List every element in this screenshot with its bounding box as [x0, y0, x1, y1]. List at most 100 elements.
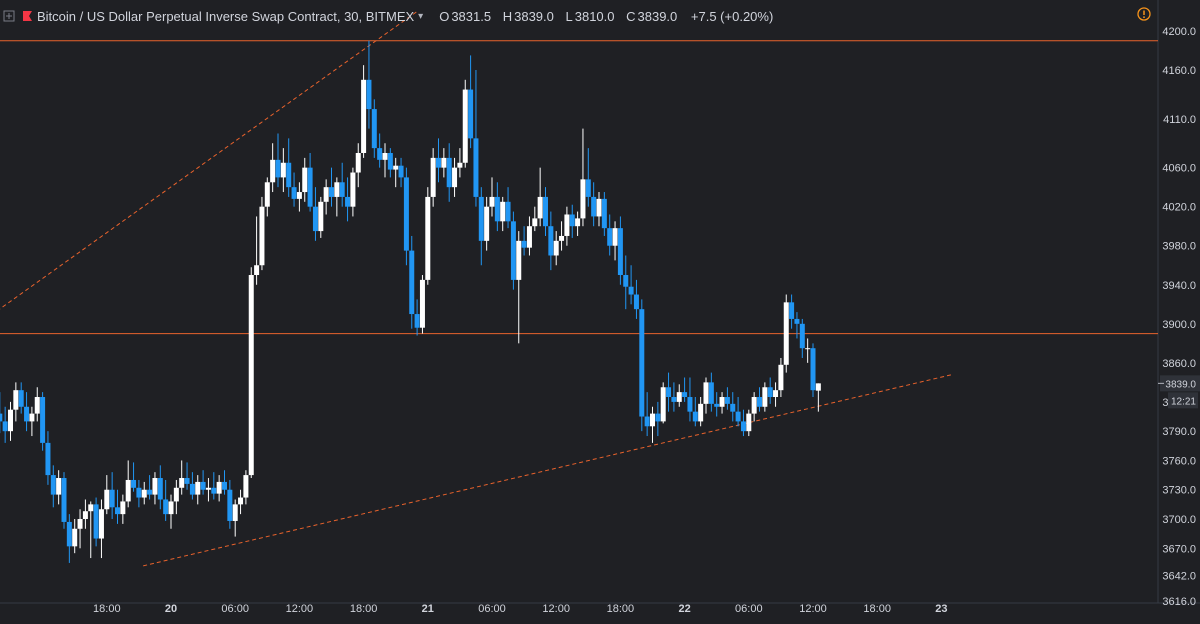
candle-body — [714, 403, 720, 407]
candle-up — [334, 177, 340, 217]
candle-body — [377, 148, 383, 160]
candle-body — [40, 397, 46, 443]
candle-up — [751, 392, 757, 422]
candle-body — [157, 478, 163, 500]
trend-line — [143, 374, 953, 567]
time-tick-label: 18:00 — [607, 603, 635, 615]
candle-body — [494, 196, 500, 222]
candle-up — [457, 148, 463, 178]
close-label: C — [626, 8, 636, 24]
candle-body — [617, 228, 623, 276]
candle-body — [147, 489, 153, 495]
time-tick-label: 06:00 — [221, 603, 249, 615]
candle-body — [671, 397, 677, 402]
candle-down — [109, 472, 115, 520]
price-tick-label: 3940.0 — [1162, 280, 1196, 292]
warning-icon[interactable] — [1137, 7, 1151, 21]
candle-body — [724, 397, 730, 404]
high-label: H — [502, 8, 513, 24]
ohlc-values: O 3831.5 H 3839.0 L 3810.0 C 3839.0 +7.5 (+0… — [439, 9, 773, 24]
candle-body — [650, 413, 655, 427]
candle-up — [596, 192, 602, 227]
low-value: 3810.0 — [574, 8, 615, 24]
candle-body — [548, 226, 554, 256]
candle-body — [318, 201, 324, 232]
candle-body — [189, 483, 195, 495]
time-tick-label: 12:00 — [286, 603, 314, 615]
candle-body — [259, 206, 265, 266]
candle-down — [505, 187, 511, 229]
candle-body — [751, 397, 757, 414]
expand-icon[interactable] — [3, 10, 15, 22]
price-tick-label: 3790.0 — [1162, 426, 1196, 438]
candle-body — [296, 192, 302, 199]
candle-down — [585, 148, 591, 207]
candle-body — [660, 387, 666, 422]
candle-up — [703, 377, 709, 414]
candle-up — [104, 475, 110, 515]
time-tick-label: 12:00 — [799, 603, 827, 615]
candle-body — [419, 279, 425, 328]
low-label: L — [565, 8, 573, 24]
candle-body — [698, 403, 704, 422]
candle-up — [205, 478, 211, 502]
flag-icon[interactable] — [21, 10, 33, 22]
candle-body — [767, 387, 773, 398]
candle-body — [104, 489, 110, 510]
high-value: 3839.0 — [514, 8, 554, 24]
price-tick-label: 3670.0 — [1162, 543, 1196, 555]
candle-down — [312, 187, 318, 241]
candle-body — [762, 387, 768, 407]
candle-body — [409, 250, 415, 315]
candle-body — [361, 79, 367, 154]
candle-body — [141, 489, 147, 498]
candle-body — [585, 179, 591, 197]
candle-body — [682, 392, 688, 398]
candle-up — [88, 501, 94, 559]
candle-body — [280, 162, 286, 178]
candle-body — [179, 478, 185, 488]
candle-up — [152, 472, 158, 505]
price-tick-label: 4060.0 — [1162, 163, 1196, 175]
candle-up — [302, 157, 308, 202]
candle-up — [580, 128, 586, 227]
candle-down — [227, 479, 233, 529]
time-tick-label: 21 — [422, 603, 434, 615]
time-tick-label: 23 — [935, 603, 947, 615]
candle-down — [767, 377, 773, 404]
symbol-title[interactable]: Bitcoin / US Dollar Perpetual Inverse Sw… — [37, 8, 415, 24]
candle-body — [120, 501, 126, 515]
candle-up — [259, 196, 265, 271]
candle-body — [452, 167, 458, 188]
candle-down — [136, 479, 142, 508]
candle-body — [810, 348, 816, 391]
candle-down — [730, 392, 736, 422]
candle-up — [173, 479, 179, 515]
candle-up — [8, 401, 13, 441]
candle-up — [815, 383, 821, 412]
candle-down — [548, 211, 554, 271]
candle-body — [34, 397, 40, 414]
price-tick-label: 3642.0 — [1162, 571, 1196, 583]
candle-up — [564, 206, 570, 246]
candle-down — [510, 211, 516, 290]
candle-body — [398, 165, 404, 178]
open-label: O — [439, 8, 450, 24]
candle-down — [45, 431, 51, 485]
candle-body — [2, 421, 8, 432]
candle-down — [398, 157, 404, 188]
candle-down — [403, 167, 409, 266]
candle-down — [687, 377, 693, 422]
chevron-down-icon[interactable]: ▾ — [418, 10, 424, 22]
candle-body — [350, 172, 356, 207]
candle-down — [18, 382, 24, 414]
time-axis[interactable]: 2:0018:002006:0012:0018:002106:0012:0018… — [0, 603, 948, 615]
candle-down — [794, 312, 800, 339]
candle-body — [414, 314, 420, 328]
candle-up — [125, 460, 131, 508]
candle-up — [441, 148, 447, 178]
